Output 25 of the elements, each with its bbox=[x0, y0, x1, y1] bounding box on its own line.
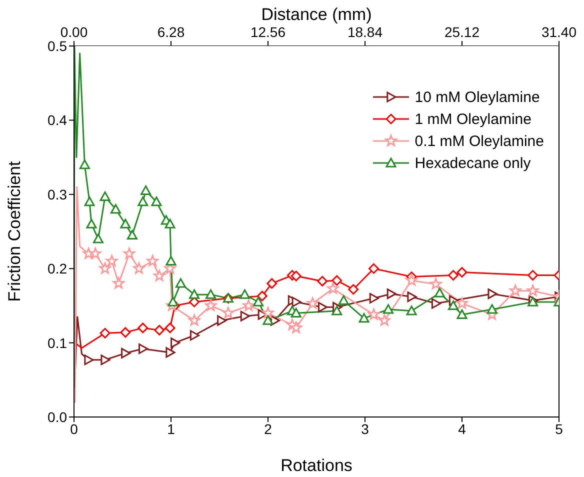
legend-label: Hexadecane only bbox=[414, 154, 531, 172]
x2-tick-label: 25.12 bbox=[444, 24, 480, 40]
legend-label: 1 mM Oleylamine bbox=[414, 110, 532, 128]
legend-label: 0.1 mM Oleylamine bbox=[414, 132, 544, 150]
x2-tick-label: 0.00 bbox=[60, 24, 88, 40]
x2-tick-label: 6.28 bbox=[157, 24, 185, 40]
y-tick-label: 0.3 bbox=[48, 186, 68, 202]
x2-axis-title: Distance (mm) bbox=[261, 5, 372, 24]
x-tick-label: 3 bbox=[361, 420, 370, 437]
x-tick-label: 0 bbox=[70, 420, 78, 437]
y-tick-label: 0.1 bbox=[48, 334, 68, 351]
x-tick-label: 5 bbox=[555, 420, 564, 437]
x-tick-label: 1 bbox=[167, 420, 176, 437]
x-axis-title: Rotations bbox=[280, 456, 352, 475]
x-tick-label: 2 bbox=[264, 420, 272, 437]
x2-tick-label: 18.84 bbox=[347, 24, 383, 40]
x2-tick-label: 31.40 bbox=[541, 24, 577, 40]
y-axis-title: Friction Coefficient bbox=[5, 160, 24, 302]
x-tick-label: 4 bbox=[458, 420, 466, 437]
y-tick-label: 0.4 bbox=[48, 112, 68, 128]
y-tick-label: 0.0 bbox=[48, 408, 68, 425]
x2-tick-label: 12.56 bbox=[250, 24, 286, 40]
y-tick-label: 0.5 bbox=[48, 38, 68, 54]
legend-label: 10 mM Oleylamine bbox=[414, 88, 540, 106]
y-tick-label: 0.2 bbox=[48, 260, 68, 277]
